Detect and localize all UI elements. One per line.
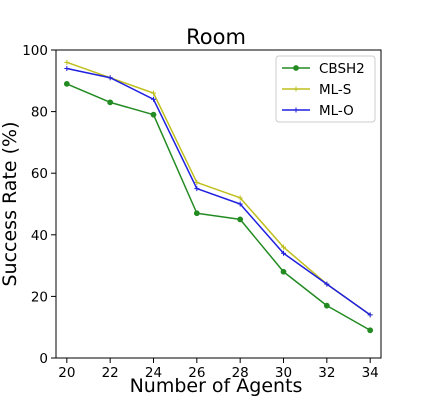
legend-label-ml-s: ML-S (319, 82, 351, 98)
legend-marker-ml-s (293, 86, 299, 92)
data-point-ml-o (367, 312, 373, 318)
x-tick-label: 32 (318, 365, 335, 381)
series-line-ml-s (66, 61, 371, 316)
data-point-cbsh2 (367, 327, 374, 334)
data-point-cbsh2 (323, 302, 330, 309)
legend-marker-cbsh2 (293, 65, 299, 71)
series-line-cbsh2 (66, 83, 371, 331)
x-tick-label: 22 (102, 365, 119, 381)
data-point-cbsh2 (107, 99, 114, 106)
data-point-cbsh2 (63, 80, 70, 87)
data-point-ml-s (194, 179, 200, 185)
data-point-cbsh2 (237, 216, 244, 223)
data-point-cbsh2 (193, 210, 200, 217)
chart-title: Room (186, 25, 246, 49)
data-point-ml-o (107, 75, 113, 81)
y-tick-label: 80 (31, 105, 48, 121)
x-tick-label: 28 (232, 365, 249, 381)
y-tick-label: 40 (31, 228, 48, 244)
data-point-ml-s (281, 244, 286, 250)
x-tick-label: 34 (362, 365, 379, 381)
x-tick-label: 30 (275, 365, 292, 381)
plot-area: 20 22 24 26 28 30 32 34 0 20 40 60 80 100 (22, 43, 382, 381)
y-tick-label: 0 (39, 351, 48, 367)
data-point-ml-o (324, 281, 330, 287)
y-tick-label: 100 (22, 43, 48, 59)
data-point-ml-s (151, 90, 156, 96)
x-tick-label: 20 (58, 365, 75, 381)
y-tick-label: 60 (31, 166, 48, 182)
x-tick-label: 26 (188, 365, 205, 381)
data-point-ml-s (64, 59, 70, 65)
data-point-ml-s (237, 195, 243, 201)
data-point-ml-o (237, 201, 243, 207)
series-line-ml-o (66, 67, 371, 316)
legend-label-cbsh2: CBSH2 (319, 61, 365, 77)
y-axis-label: Success Rate (%) (0, 121, 21, 286)
legend-label-ml-o: ML-O (319, 103, 354, 119)
legend: CBSH2 ML-S ML-O (275, 55, 376, 123)
x-axis-label: Number of Agents (130, 375, 303, 397)
data-point-ml-o (64, 65, 70, 71)
x-tick-label: 24 (145, 365, 162, 381)
plot-frame (55, 49, 382, 359)
data-point-cbsh2 (280, 268, 287, 275)
data-point-ml-o (281, 250, 286, 256)
legend-marker-ml-o (293, 107, 299, 113)
y-tick-label: 20 (31, 289, 48, 305)
data-point-cbsh2 (150, 111, 157, 118)
data-point-ml-o (151, 96, 156, 102)
data-point-ml-o (194, 186, 200, 192)
legend-box (275, 55, 376, 123)
